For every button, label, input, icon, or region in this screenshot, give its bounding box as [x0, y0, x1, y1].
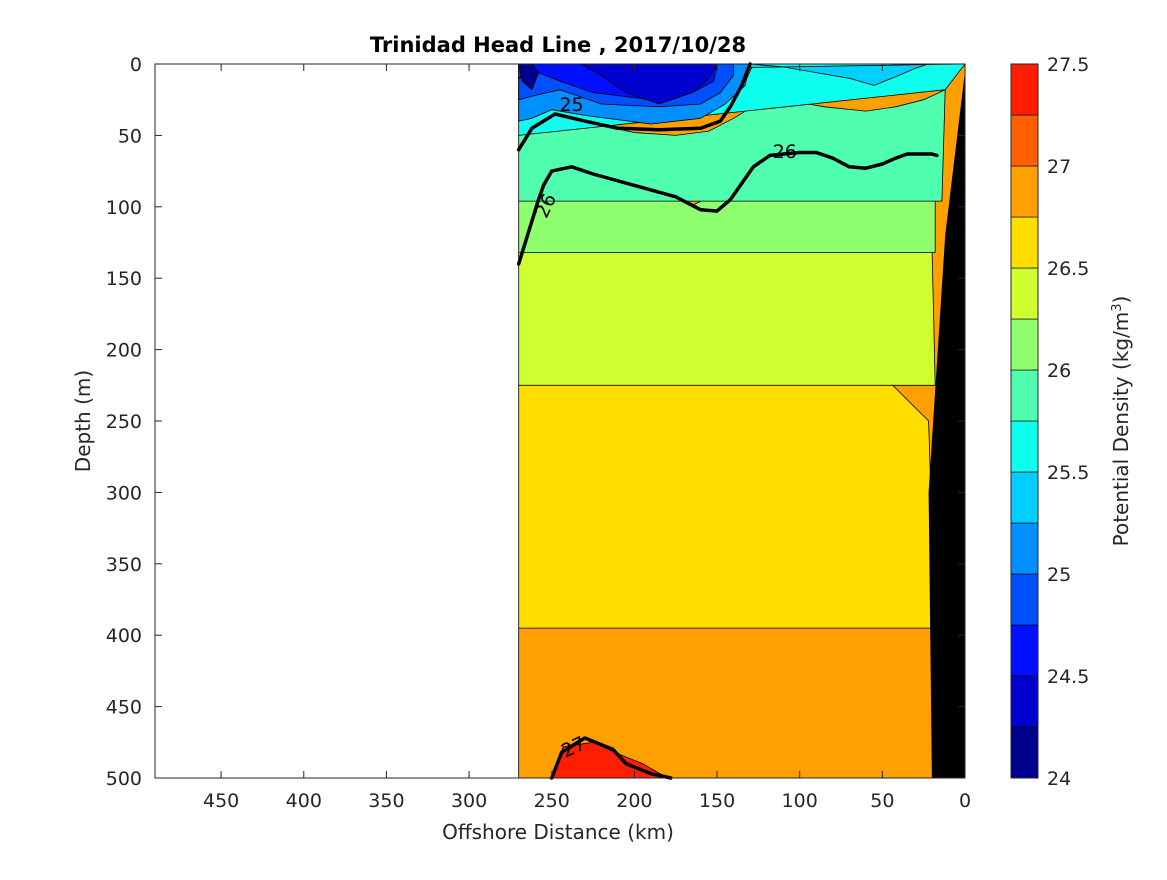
colorbar-band: [1010, 63, 1039, 116]
colorbar-ticks: 24 24.5 25 25.5 26 26.5 27 27.5: [1032, 54, 1089, 790]
x-tick-label: 200: [616, 790, 652, 812]
colorbar-band: [1010, 267, 1039, 320]
contour-line-25: [516, 62, 752, 152]
colorbar-band: [1010, 369, 1039, 422]
y-axis-label: Depth (m): [71, 370, 95, 472]
colorbar-band: [1010, 624, 1039, 677]
colorbar: 24 24.5 25 25.5 26 26.5 27 27.5 Potential Densi…: [1010, 54, 1133, 790]
colorbar-band: [1010, 420, 1039, 473]
colorbar-bands: [1010, 63, 1039, 779]
y-tick-label: 250: [106, 411, 142, 433]
y-tick-label: 200: [106, 340, 142, 362]
contour-line-27: [549, 736, 673, 780]
colorbar-band: [1010, 726, 1039, 779]
x-tick-label: 250: [534, 790, 570, 812]
colorbar-tick-label: 25: [1047, 564, 1071, 586]
x-axis-ticks: 450 400 350 300 250 200 150 100 50 0: [203, 64, 971, 812]
colorbar-tick-label: 26.5: [1047, 258, 1089, 280]
colorbar-tick-label: 25.5: [1047, 462, 1089, 484]
y-tick-label: 450: [106, 697, 142, 719]
colorbar-label: Potential Density (kg/m3): [1109, 296, 1133, 547]
colorbar-band: [1010, 675, 1039, 728]
y-tick-label: 300: [106, 482, 142, 504]
x-tick-label: 100: [782, 790, 818, 812]
colorbar-tick-label: 24.5: [1047, 666, 1089, 688]
x-axis-label: Offshore Distance (km): [442, 820, 674, 844]
x-tick-label: 450: [203, 790, 239, 812]
colorbar-band: [1010, 471, 1039, 524]
chart-title: Trinidad Head Line , 2017/10/28: [370, 33, 746, 57]
colorbar-label-text: Potential Density (kg/m: [1109, 312, 1133, 547]
colorbar-tick-label: 27.5: [1047, 54, 1089, 76]
colorbar-label-superscript: 3: [1110, 303, 1125, 311]
x-tick-label: 300: [451, 790, 487, 812]
colorbar-band: [1010, 573, 1039, 626]
colorbar-tick-label: 26: [1047, 360, 1071, 382]
y-tick-label: 50: [118, 125, 142, 147]
contour-region: [581, 63, 718, 105]
y-tick-label: 400: [106, 625, 142, 647]
colorbar-band: [1010, 114, 1039, 167]
bathymetry-seafloor: [928, 71, 965, 779]
x-tick-label: 50: [870, 790, 894, 812]
colorbar-band: [1010, 216, 1039, 269]
y-tick-label: 0: [130, 54, 142, 76]
colorbar-band: [1010, 522, 1039, 575]
y-tick-label: 500: [106, 768, 142, 790]
x-tick-label: 350: [368, 790, 404, 812]
colorbar-band: [1010, 318, 1039, 371]
colorbar-frame: [1010, 63, 1039, 779]
colorbar-tick-label: 27: [1047, 156, 1071, 178]
x-tick-label: 400: [286, 790, 322, 812]
bathymetry: [928, 71, 965, 779]
y-axis-ticks: 0 50 100 150 200 250 300 350 400 450 500: [106, 54, 965, 790]
contour-line-26: [516, 150, 939, 266]
x-tick-label: 0: [959, 790, 971, 812]
contour-label: 25: [559, 94, 583, 116]
x-tick-label: 150: [699, 790, 735, 812]
contour-label: 26: [773, 141, 797, 163]
y-tick-label: 100: [106, 197, 142, 219]
colorbar-label-suffix: ): [1109, 296, 1133, 304]
colorbar-band: [1010, 165, 1039, 218]
contour-lines: [516, 62, 939, 780]
y-tick-label: 350: [106, 554, 142, 576]
colorbar-tick-label: 24: [1047, 768, 1071, 790]
y-tick-label: 150: [106, 268, 142, 290]
